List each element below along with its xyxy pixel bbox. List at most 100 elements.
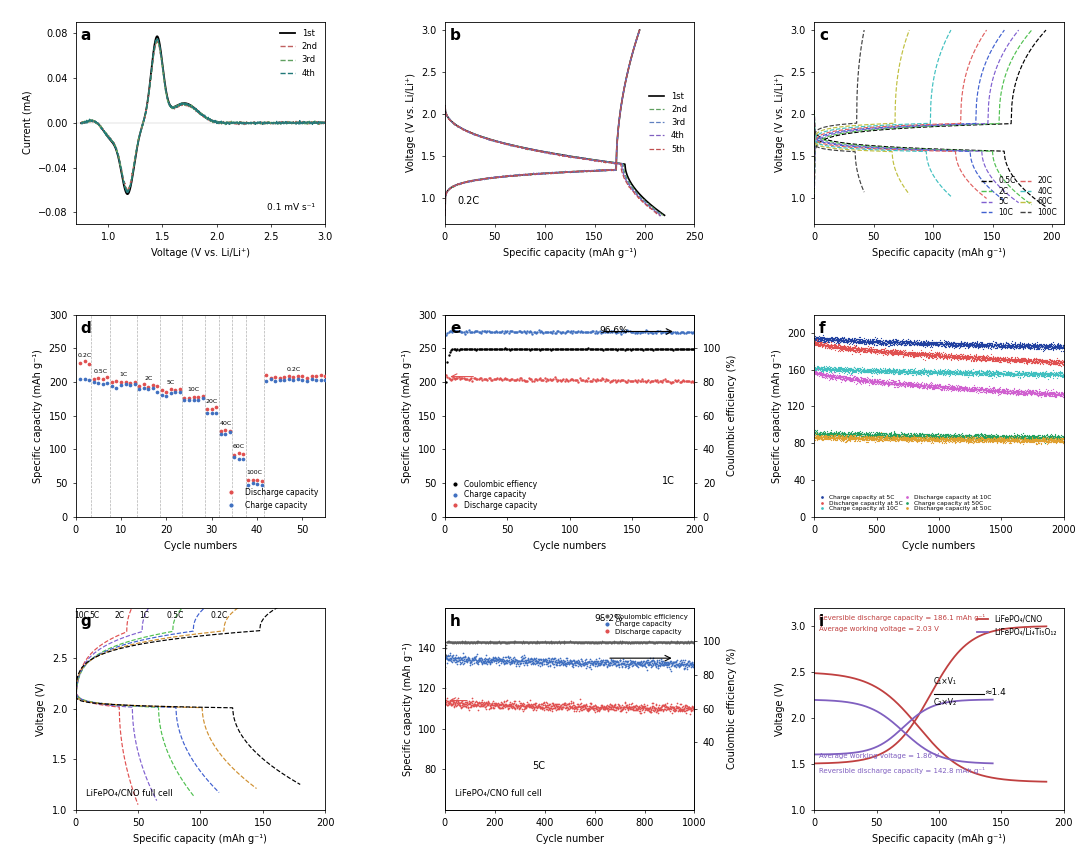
Point [645, 636, 662, 650]
Point [918, 364, 935, 378]
Point [895, 433, 913, 447]
Point [663, 697, 680, 711]
Point [807, 362, 824, 376]
Point [835, 371, 852, 385]
Point [865, 431, 882, 445]
Point [1016, 429, 1034, 443]
Point [836, 431, 853, 445]
Point [1021, 339, 1038, 352]
Point [511, 654, 528, 668]
Point [961, 429, 978, 443]
Point [1013, 385, 1030, 398]
Point [518, 652, 536, 666]
Point [543, 652, 561, 666]
Point [497, 636, 514, 650]
Point [153, 388, 171, 402]
Point [809, 361, 826, 375]
Point [1038, 340, 1055, 354]
Point [1052, 433, 1069, 447]
Point [867, 377, 885, 391]
Point [859, 344, 876, 358]
Point [840, 372, 858, 386]
Point [969, 428, 986, 442]
Point [937, 379, 955, 393]
Point [903, 336, 920, 350]
Point [921, 365, 939, 378]
Point [943, 430, 960, 443]
Point [1042, 387, 1059, 401]
Point [981, 351, 998, 365]
Point [1043, 366, 1061, 380]
Point [881, 346, 899, 360]
Point [893, 430, 910, 444]
Point [971, 365, 988, 379]
Point [935, 381, 953, 395]
Point [593, 699, 610, 713]
Point [835, 340, 852, 354]
Point [928, 433, 945, 447]
Point [883, 336, 901, 350]
Point [895, 363, 913, 377]
Point [993, 385, 1010, 398]
Point [882, 333, 900, 347]
Point [945, 349, 962, 363]
Point [592, 654, 609, 668]
Point [893, 346, 910, 360]
Point [468, 647, 485, 661]
Point [823, 430, 840, 443]
Point [1023, 435, 1040, 449]
Point [824, 362, 841, 376]
Point [877, 337, 894, 351]
Point [832, 335, 849, 349]
Point [1047, 339, 1064, 353]
Point [963, 381, 981, 395]
Point [1031, 354, 1049, 368]
Point [969, 435, 986, 449]
Point [908, 378, 926, 392]
Point [1002, 434, 1020, 448]
Point [1028, 367, 1045, 381]
Point [605, 703, 622, 717]
Point [947, 430, 964, 444]
Point [1034, 434, 1051, 448]
Point [1005, 435, 1023, 449]
Point [598, 637, 616, 650]
Point [1051, 339, 1068, 353]
Point [810, 430, 827, 443]
Point [837, 364, 854, 378]
Point [912, 364, 929, 378]
Point [862, 430, 879, 444]
Point [1027, 354, 1044, 368]
Point [887, 428, 904, 442]
Point [840, 371, 858, 385]
Point [1037, 433, 1054, 447]
Point [540, 703, 557, 717]
Point [518, 656, 536, 669]
Point [683, 635, 700, 649]
Point [912, 339, 929, 352]
Point [478, 655, 496, 669]
Point [975, 365, 993, 379]
Point [840, 362, 858, 376]
Point [934, 380, 951, 394]
Point [608, 326, 625, 339]
Point [955, 366, 972, 380]
Point [527, 700, 544, 714]
Point [900, 345, 917, 359]
Point [1011, 355, 1028, 369]
Point [1011, 430, 1028, 444]
Point [895, 367, 913, 381]
Point [901, 376, 918, 390]
Point [838, 342, 855, 356]
Point [954, 432, 971, 446]
Point [970, 349, 987, 363]
Point [444, 692, 461, 706]
Point [950, 339, 968, 352]
Point [1023, 367, 1040, 381]
Point [910, 365, 928, 378]
Point [554, 656, 571, 669]
Point [953, 337, 970, 351]
Point [953, 347, 970, 361]
Point [902, 346, 919, 360]
1st [270, 118, 283, 128]
